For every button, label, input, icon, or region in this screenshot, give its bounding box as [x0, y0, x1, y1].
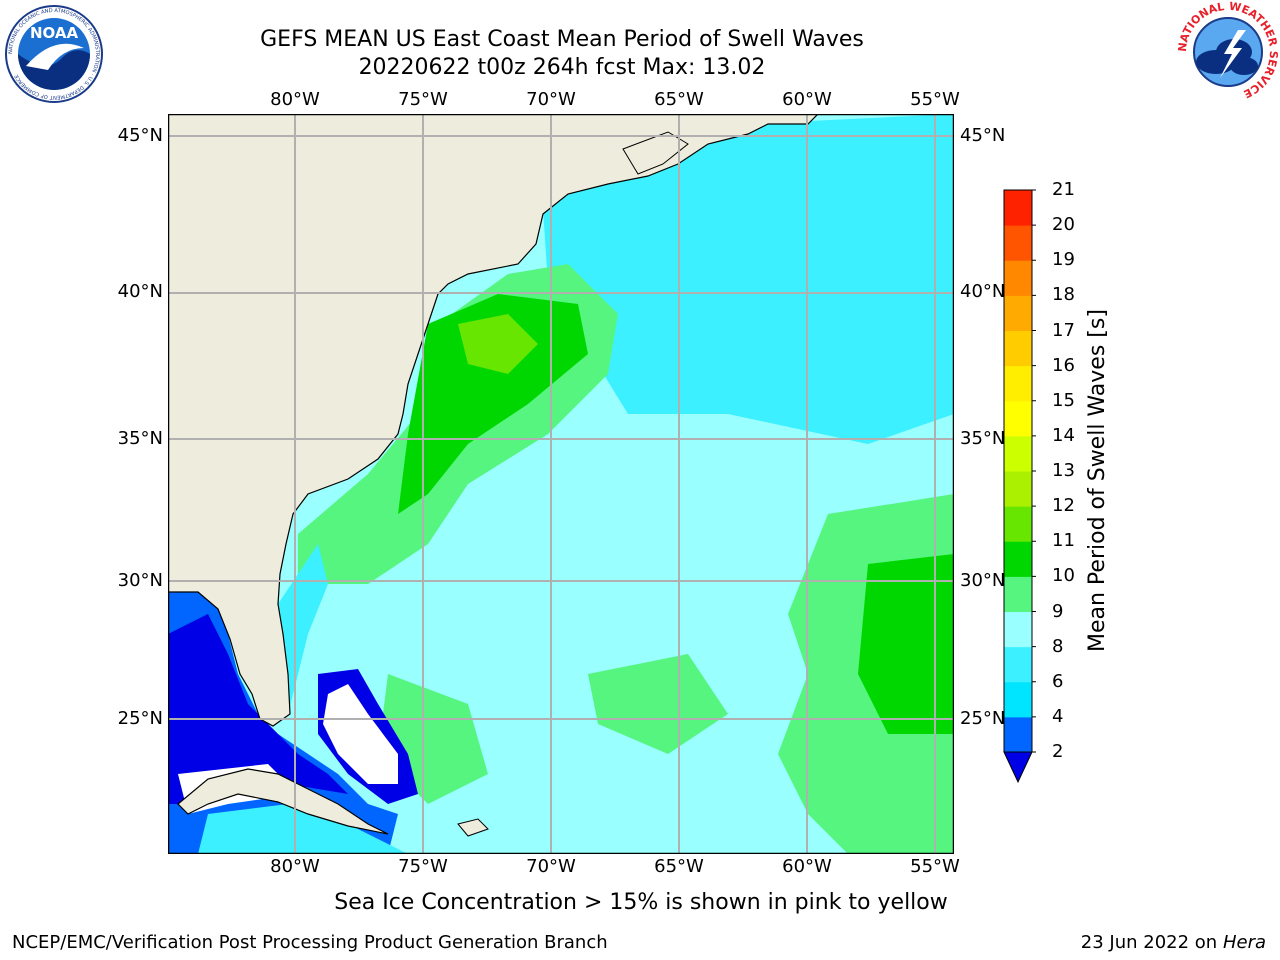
- map-title: GEFS MEAN US East Coast Mean Period of S…: [260, 27, 864, 52]
- nodata-bahamas: [323, 684, 398, 784]
- lon-label-bottom-80w: 80°W: [270, 856, 320, 877]
- colorbar-under-extension: [1003, 751, 1033, 784]
- colorbar: [1003, 189, 1036, 784]
- lat-label-right-40n: 40°N: [960, 281, 1006, 302]
- noaa-logo-text: NOAA: [30, 24, 79, 42]
- colorbar-band-14-15: [1004, 400, 1032, 437]
- footer-date-text: 23 Jun 2022 on: [1080, 932, 1218, 953]
- lon-label-top-60w: 60°W: [782, 89, 832, 110]
- lat-label-right-45n: 45°N: [960, 125, 1006, 146]
- colorbar-tick-label: 14: [1052, 424, 1075, 446]
- graticule: [168, 114, 954, 854]
- colorbar-tick-label: 20: [1052, 214, 1075, 236]
- lat-label-left-30n: 30°N: [117, 570, 163, 591]
- map-subtitle: 20220622 t00z 264h fcst Max: 13.02: [358, 55, 766, 80]
- lon-label-top-80w: 80°W: [270, 89, 320, 110]
- colorbar-tick-label: 19: [1052, 249, 1075, 271]
- land-hispaniola: [457, 818, 489, 837]
- footer-date: 23 Jun 2022 on Hera: [1081, 932, 1266, 953]
- lat-label-right-35n: 35°N: [960, 428, 1006, 449]
- colorbar-band-2-4: [1004, 716, 1032, 753]
- colorbar-tick-label: 12: [1052, 495, 1075, 517]
- noaa-logo: NOAA NATIONAL OCEANIC AND ATMOSPHERIC AD…: [5, 5, 103, 103]
- lon-label-bottom-60w: 60°W: [782, 856, 832, 877]
- colorbar-tick-label: 21: [1052, 179, 1075, 200]
- colorbar-tick-label: 11: [1052, 530, 1075, 552]
- field-darkgreen-gulfstream: [398, 294, 588, 514]
- footer-credit: NCEP/EMC/Verification Post Processing Pr…: [12, 932, 608, 953]
- field-cyan-shelf: [278, 544, 328, 714]
- land-cuba: [177, 768, 389, 835]
- colorbar-tick-label: 9: [1052, 600, 1064, 622]
- footer-host: Hera: [1222, 932, 1266, 953]
- colorbar-band-13-14: [1004, 435, 1032, 472]
- swell-period-map: [168, 114, 954, 854]
- colorbar-band-10-11: [1004, 541, 1032, 577]
- colorbar-tick-label: 16: [1052, 354, 1075, 376]
- lat-label-left-40n: 40°N: [117, 281, 163, 302]
- field-lightgreen-core: [458, 314, 538, 374]
- lon-label-top-65w: 65°W: [654, 89, 704, 110]
- colorbar-band-4-6: [1004, 681, 1032, 718]
- colorbar-tick-label: 17: [1052, 319, 1075, 341]
- colorbar-tick-label: 8: [1052, 635, 1064, 657]
- colorbar-tick-label: 4: [1052, 705, 1064, 727]
- colorbar-tick-label: 10: [1052, 565, 1075, 587]
- field-deepblue-gulf: [168, 614, 348, 804]
- colorbar-band-8-9: [1004, 611, 1032, 648]
- field-green-mid: [588, 654, 728, 754]
- colorbar-band-6-8: [1004, 646, 1032, 683]
- lon-label-top-55w: 55°W: [910, 89, 960, 110]
- lon-label-top-70w: 70°W: [526, 89, 576, 110]
- lon-label-bottom-70w: 70°W: [526, 856, 576, 877]
- colorbar-band-9-10: [1004, 576, 1032, 612]
- lon-label-bottom-75w: 75°W: [398, 856, 448, 877]
- field-darkgreen-east: [858, 554, 954, 734]
- map-frame: [168, 114, 954, 854]
- colorbar-band-17-18: [1004, 295, 1032, 331]
- colorbar-band-11-12: [1004, 506, 1032, 542]
- field-cyan-caribbean: [198, 804, 408, 854]
- colorbar-band-12-13: [1004, 471, 1032, 507]
- colorbar-tick-label: 13: [1052, 460, 1075, 481]
- land-nova-scotia-islands: [622, 131, 689, 175]
- lat-label-right-30n: 30°N: [960, 570, 1006, 591]
- colorbar-tick-label: 18: [1052, 284, 1075, 306]
- colorbar-band-20-21: [1004, 190, 1032, 226]
- field-cyan-north: [538, 114, 954, 444]
- colorbar-band-15-16: [1004, 365, 1032, 402]
- colorbar-band-19-20: [1004, 225, 1032, 261]
- lat-label-left-35n: 35°N: [117, 428, 163, 449]
- lon-label-top-75w: 75°W: [398, 89, 448, 110]
- nws-logo: NATIONAL WEATHER SERVICE: [1176, 0, 1280, 102]
- land-mainland: [168, 114, 819, 727]
- sea-ice-note: Sea Ice Concentration > 15% is shown in …: [334, 890, 948, 915]
- colorbar-band-18-19: [1004, 260, 1032, 296]
- colorbar-tick-label: 2: [1052, 741, 1064, 762]
- lat-label-left-45n: 45°N: [117, 125, 163, 146]
- lat-label-right-25n: 25°N: [960, 708, 1006, 729]
- lon-label-bottom-55w: 55°W: [910, 856, 960, 877]
- lon-label-bottom-65w: 65°W: [654, 856, 704, 877]
- colorbar-tick-label: 6: [1052, 670, 1064, 692]
- lat-label-left-25n: 25°N: [117, 708, 163, 729]
- colorbar-tick-label: 15: [1052, 389, 1075, 411]
- colorbar-band-16-17: [1004, 330, 1032, 367]
- colorbar-label: Mean Period of Swell Waves [s]: [1085, 309, 1110, 652]
